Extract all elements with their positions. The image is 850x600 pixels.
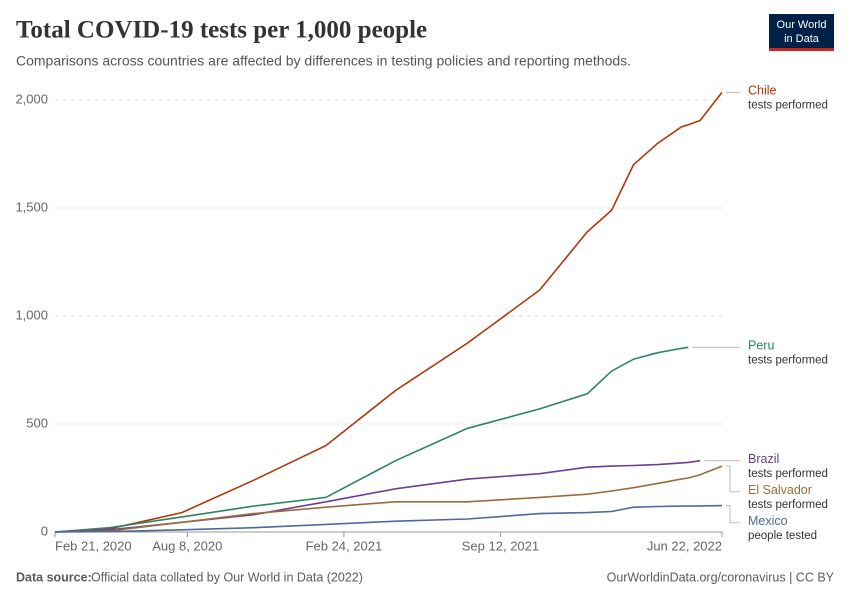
legend-note: people tested [748, 530, 817, 542]
legend-label: Peru [748, 339, 774, 353]
y-tick-label: 1,000 [15, 307, 48, 322]
x-tick-label: Feb 24, 2021 [306, 538, 383, 553]
source: Official data collated by Our World in D… [91, 570, 363, 584]
logo-box[interactable] [769, 14, 834, 50]
x-tick-label: Jun 22, 2022 [647, 538, 722, 553]
chart-subtitle: Comparisons across countries are affecte… [16, 53, 631, 69]
logo[interactable]: Our World in Data [769, 14, 834, 51]
x-tick-label: Feb 21, 2020 [55, 538, 132, 553]
label-connector [726, 465, 740, 493]
legend-note: tests performed [748, 99, 828, 111]
label-connector [726, 505, 740, 524]
y-tick-label: 500 [26, 415, 48, 430]
legend-note: tests performed [748, 354, 828, 366]
legend-label: Brazil [748, 452, 779, 466]
source-label: Data source: [16, 570, 92, 584]
x-tick-label: Aug 8, 2020 [152, 538, 222, 553]
series-line [54, 91, 723, 533]
legend-label: Mexico [748, 514, 788, 528]
chart-title: Total COVID-19 tests per 1,000 people [16, 17, 427, 44]
logo-bar [769, 48, 834, 51]
source-url[interactable]: OurWorldinData.org/coronavirus | CC BY [607, 570, 835, 584]
legend-label: El Salvador [748, 483, 812, 497]
series-line [54, 346, 689, 533]
series-line [54, 465, 723, 533]
logo-text: Our World [777, 19, 827, 31]
y-tick-label: 0 [41, 523, 48, 538]
logo-text: in Data [784, 33, 820, 45]
series-line [54, 504, 723, 533]
legend-note: tests performed [748, 499, 828, 511]
x-tick-label: Sep 12, 2021 [462, 538, 539, 553]
y-tick-label: 2,000 [15, 91, 48, 106]
legend-label: Chile [748, 84, 777, 98]
y-tick-label: 1,500 [15, 199, 48, 214]
legend-note: tests performed [748, 468, 828, 480]
